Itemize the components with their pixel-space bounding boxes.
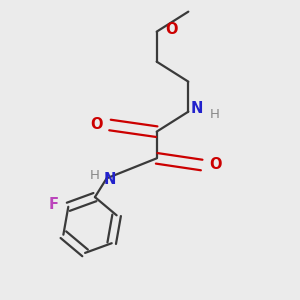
Text: H: H xyxy=(90,169,100,182)
Text: O: O xyxy=(90,118,103,133)
Text: N: N xyxy=(104,172,116,188)
Text: N: N xyxy=(190,101,203,116)
Text: H: H xyxy=(209,108,219,121)
Text: O: O xyxy=(209,158,221,172)
Text: F: F xyxy=(48,196,58,211)
Text: O: O xyxy=(165,22,178,37)
